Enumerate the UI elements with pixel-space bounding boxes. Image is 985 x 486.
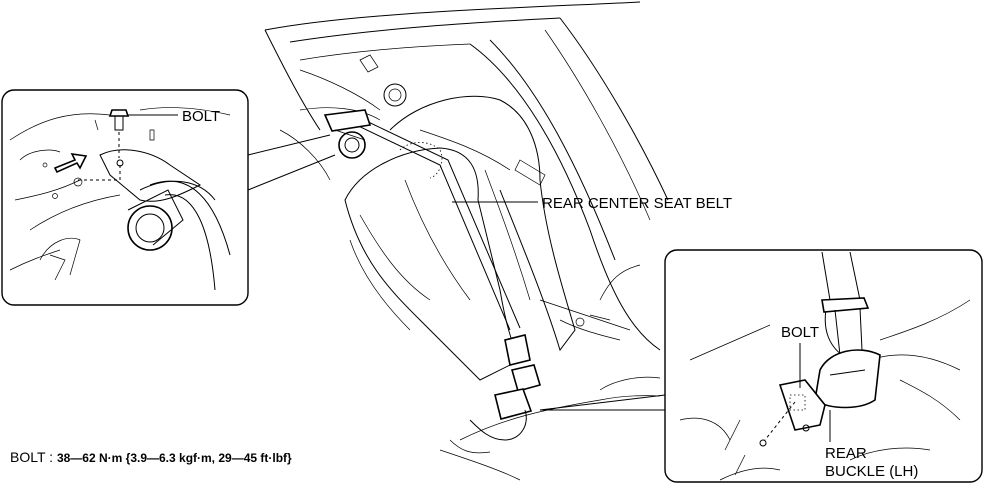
rear-center-seat-belt-label: REAR CENTER SEAT BELT xyxy=(542,195,732,212)
vehicle-interior-illustration xyxy=(264,1,669,481)
bolt-label-top-left: BOLT xyxy=(182,108,220,125)
top-left-detail-inset: BOLT xyxy=(1,89,336,306)
rear-buckle-label-line2: BUCKLE (LH) xyxy=(825,463,918,480)
bolt-label-right: BOLT xyxy=(781,324,819,341)
torque-spec-name: BOLT xyxy=(10,449,46,465)
torque-spec-separator: : xyxy=(45,449,57,465)
rear-buckle-label-line1: REAR xyxy=(825,445,867,462)
torque-spec-value: 38—62 N·m {3.9—6.3 kgf·m, 29—45 ft·lbf} xyxy=(57,451,292,465)
rear-center-seat-belt-callout: REAR CENTER SEAT BELT xyxy=(452,195,732,212)
rear-buckle-detail-inset: BOLT REAR BUCKLE (LH) xyxy=(539,249,983,483)
torque-spec: BOLT : 38—62 N·m {3.9—6.3 kgf·m, 29—45 f… xyxy=(10,449,292,465)
